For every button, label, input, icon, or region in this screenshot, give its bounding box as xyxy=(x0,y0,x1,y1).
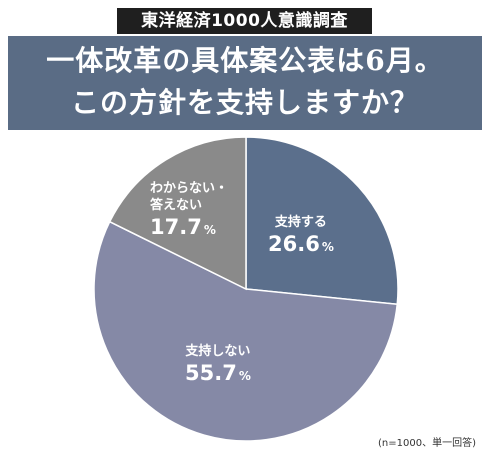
slice-label-unsure: わからない・ 答えない 17.7% xyxy=(150,180,228,240)
slice-value-oppose: 55.7 xyxy=(185,361,237,385)
slice-name-oppose: 支持しない xyxy=(185,344,251,359)
footnote: (n=1000、単一回答) xyxy=(378,438,476,449)
pie-slice-unsure xyxy=(108,136,247,291)
slice-unit-oppose: % xyxy=(238,369,251,383)
pie-slice-support xyxy=(245,136,399,306)
headline-line-1: 一体改革の具体案公表は6月。 xyxy=(46,44,444,77)
slice-unit-support: % xyxy=(321,240,334,254)
slice-label-oppose: 支持しない 55.7% xyxy=(185,343,251,386)
slice-name-unsure: わからない・ 答えない xyxy=(150,181,229,213)
survey-badge: 東洋経済1000人意識調査 xyxy=(117,8,372,34)
headline: 一体改革の具体案公表は6月。 この方針を支持しますか？ xyxy=(8,40,482,124)
headline-line-2: この方針を支持しますか？ xyxy=(70,86,419,119)
slice-value-support: 26.6 xyxy=(268,232,320,256)
header-band xyxy=(8,36,482,130)
pie-slice-oppose xyxy=(93,220,399,442)
slice-label-support: 支持する 26.6% xyxy=(268,214,334,257)
slice-value-unsure: 17.7 xyxy=(150,215,202,239)
slice-name-support: 支持する xyxy=(274,215,327,230)
slice-unit-unsure: % xyxy=(203,223,216,237)
